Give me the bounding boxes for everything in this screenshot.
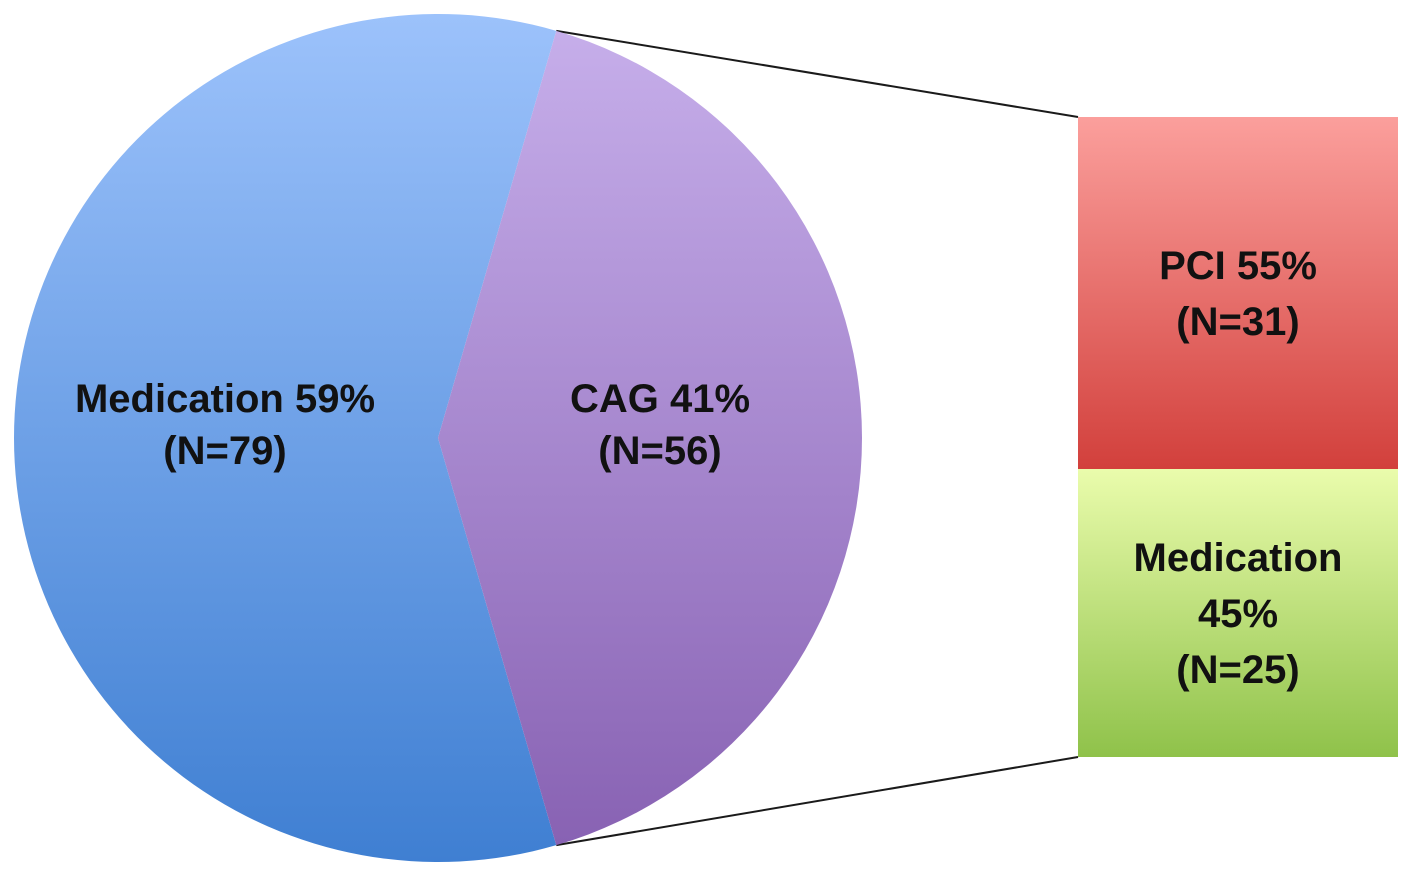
bar-segment-label-medication-1: 45%: [1198, 592, 1278, 636]
pie: Medication 59% (N=79) CAG 41% (N=56): [14, 13, 863, 862]
pie-slice-medication: [14, 13, 557, 862]
bar-segment-label-pci-0: PCI 55%: [1159, 244, 1317, 288]
pie-slice-cag: [438, 30, 863, 846]
pie-slice-label-medication: Medication 59%: [75, 377, 375, 421]
breakdown-bar: PCI 55% (N=31) Medication 45% (N=25): [1078, 117, 1398, 757]
pie-slice-count-medication: (N=79): [163, 429, 286, 473]
bar-segment-label-pci-1: (N=31): [1176, 300, 1299, 344]
bar-segment-label-medication-2: (N=25): [1176, 648, 1299, 692]
connector-lines: [556, 29, 1079, 847]
pie-slice-label-cag: CAG 41%: [570, 377, 750, 421]
bar-segment-pci: [1078, 117, 1398, 469]
connector-line-bottom: [556, 756, 1079, 847]
bar-segment-label-medication-0: Medication: [1134, 536, 1343, 580]
pie-slice-count-cag: (N=56): [598, 429, 721, 473]
bar-segment-medication: [1078, 469, 1398, 757]
connector-line-top: [556, 29, 1079, 118]
